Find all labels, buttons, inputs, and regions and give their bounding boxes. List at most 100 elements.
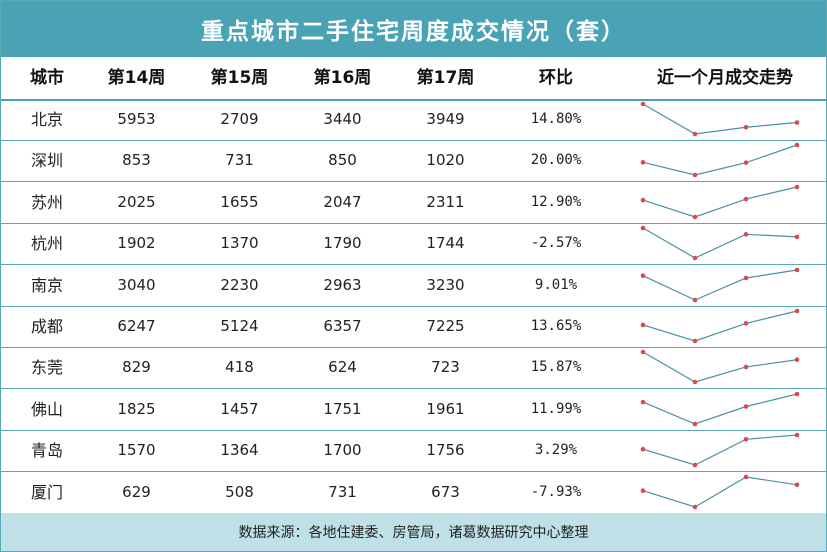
value-cell-week16: 3440 (323, 110, 362, 128)
table-row: 苏州 2025 1655 2047 2311 12.90% (1, 182, 826, 224)
trend-sparkline (640, 225, 800, 261)
change-cell: 14.80% (530, 111, 582, 127)
value-cell-week17: 1744 (426, 234, 465, 253)
trend-point-week17 (794, 357, 800, 363)
header-week16: 第16周 (313, 68, 372, 88)
trend-point-week14 (640, 272, 646, 278)
header-trend: 近一个月成交走势 (657, 68, 793, 88)
change-cell: 3.29% (534, 442, 578, 459)
trend-point-week16 (743, 232, 749, 237)
trend-point-week16 (743, 321, 749, 326)
trend-sparkline (640, 391, 800, 427)
value-cell-week14: 6247 (117, 317, 156, 335)
header-week17: 第17周 (416, 68, 475, 88)
city-cell: 厦门 (30, 482, 63, 502)
value-cell-week16: 2047 (323, 192, 362, 211)
value-cell-week14: 829 (122, 358, 151, 377)
trend-point-week16 (743, 124, 749, 130)
trend-point-week15 (692, 338, 698, 344)
value-cell-week17: 1961 (426, 399, 465, 418)
table-row: 南京 3040 2230 2963 3230 9.01% (1, 265, 826, 307)
change-cell: -7.93% (530, 483, 582, 500)
trend-point-week14 (640, 160, 646, 166)
header-week14: 第14周 (107, 68, 166, 88)
header-row: 城市 第14周 第15周 第16周 第17周 环比 近一个月成交走势 (1, 57, 826, 101)
trend-point-week17 (794, 143, 800, 148)
header-city: 城市 (30, 68, 64, 88)
trend-point-week15 (692, 421, 698, 427)
trend-point-week15 (692, 380, 698, 385)
trend-point-week16 (743, 474, 749, 479)
city-cell: 青岛 (30, 441, 63, 461)
table-row: 东莞 829 418 624 723 15.87% (1, 347, 826, 390)
change-cell: -2.57% (530, 235, 582, 252)
trend-point-week15 (692, 173, 698, 178)
trend-line (642, 351, 798, 384)
trend-point-week17 (794, 482, 800, 487)
trend-sparkline (640, 474, 800, 509)
change-cell: 15.87% (530, 359, 582, 376)
value-cell-week14: 1570 (117, 441, 156, 460)
value-cell-week17: 7225 (426, 317, 465, 335)
trend-point-week17 (794, 234, 800, 240)
value-cell-week17: 3230 (426, 275, 465, 294)
header-week15: 第15周 (210, 68, 269, 88)
city-cell: 深圳 (30, 151, 63, 171)
value-cell-week14: 3040 (117, 275, 156, 294)
trend-point-week17 (794, 120, 800, 125)
trend-point-week15 (692, 255, 698, 261)
table-row: 厦门 629 508 731 673 -7.93% (1, 472, 826, 514)
trend-sparkline (640, 143, 800, 178)
change-cell: 9.01% (534, 276, 578, 293)
trend-line (642, 269, 798, 301)
value-cell-week15: 508 (225, 482, 254, 501)
value-cell-week15: 418 (225, 358, 254, 377)
value-cell-week14: 853 (122, 151, 151, 170)
trend-sparkline (640, 184, 800, 220)
trend-point-week14 (640, 447, 646, 452)
trend-point-week14 (640, 488, 646, 493)
table-title: 重点城市二手住宅周度成交情况（套） (1, 1, 826, 57)
table-row: 佛山 1825 1457 1751 1961 11.99% (1, 389, 826, 431)
value-cell-week14: 1902 (117, 234, 156, 253)
value-cell-week16: 850 (328, 151, 357, 170)
trend-point-week16 (743, 196, 749, 202)
trend-point-week15 (692, 131, 698, 137)
value-cell-week16: 2963 (323, 275, 362, 294)
trend-point-week16 (743, 365, 749, 370)
value-cell-week14: 1825 (117, 399, 156, 418)
city-cell: 苏州 (30, 192, 63, 212)
trend-point-week14 (640, 197, 646, 203)
city-cell: 北京 (30, 110, 63, 129)
value-cell-week15: 1457 (220, 399, 259, 418)
value-cell-week15: 1370 (220, 234, 259, 253)
value-cell-week15: 1655 (220, 192, 259, 211)
value-cell-week17: 3949 (426, 110, 465, 128)
trend-sparkline (640, 308, 800, 344)
city-cell: 成都 (30, 317, 63, 336)
table-row: 深圳 853 731 850 1020 20.00% (1, 140, 826, 183)
footer-source: 数据来源：各地住建委、房管局，诸葛数据研究中心整理 (1, 513, 826, 551)
city-cell: 杭州 (30, 234, 63, 254)
trend-line (642, 475, 798, 508)
value-cell-week15: 5124 (220, 317, 259, 335)
trend-point-week14 (640, 101, 646, 107)
value-cell-week15: 2230 (220, 275, 259, 294)
city-cell: 东莞 (30, 358, 63, 378)
trend-sparkline (640, 350, 800, 385)
value-cell-week16: 731 (328, 482, 357, 501)
trend-line (642, 310, 798, 342)
trend-point-week14 (640, 350, 646, 355)
value-cell-week15: 1364 (220, 441, 259, 460)
trend-point-week16 (743, 160, 749, 166)
trend-point-week16 (743, 275, 749, 280)
value-cell-week17: 673 (431, 482, 460, 501)
value-cell-week16: 624 (328, 358, 357, 377)
trend-point-week15 (692, 504, 698, 509)
trend-line (642, 227, 798, 259)
trend-sparkline (640, 101, 800, 137)
trend-point-week17 (794, 432, 800, 438)
value-cell-week17: 1756 (426, 441, 465, 460)
trend-point-week17 (794, 391, 800, 397)
value-cell-week14: 5953 (117, 110, 156, 128)
